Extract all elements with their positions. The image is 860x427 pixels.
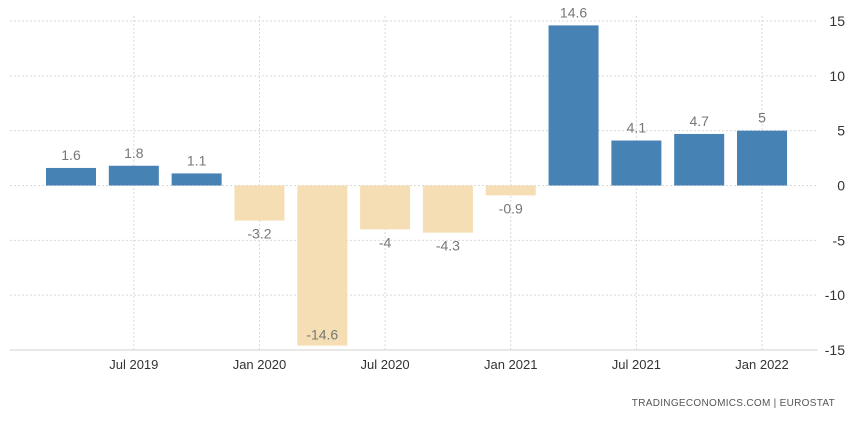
data-label: -4 bbox=[379, 234, 392, 250]
y-tick-label: 5 bbox=[837, 123, 845, 139]
data-label: 4.7 bbox=[689, 113, 709, 129]
bar bbox=[171, 173, 222, 186]
data-label: 5 bbox=[758, 110, 766, 126]
x-tick-label: Jan 2022 bbox=[735, 357, 789, 372]
data-labels: 1.6 1.8 1.1 -3.2 -14.6 -4 -4.3 -0.9 14.6 4.1 4.7 5 bbox=[61, 4, 766, 342]
y-axis-ticks: 15 10 5 0 -5 -10 -15 bbox=[825, 13, 845, 358]
bar bbox=[108, 165, 159, 186]
x-tick-label: Jul 2019 bbox=[109, 357, 158, 372]
bar bbox=[297, 185, 348, 346]
bar bbox=[548, 25, 599, 186]
x-tick-label: Jul 2020 bbox=[361, 357, 410, 372]
y-tick-label: 10 bbox=[829, 68, 845, 84]
y-tick-label: -15 bbox=[825, 342, 845, 358]
bar bbox=[611, 140, 662, 186]
bar bbox=[674, 133, 725, 186]
bars bbox=[46, 25, 788, 346]
x-tick-label: Jan 2021 bbox=[484, 357, 538, 372]
data-label: 4.1 bbox=[627, 120, 647, 136]
bar bbox=[485, 185, 536, 196]
y-tick-label: -5 bbox=[833, 232, 846, 248]
x-tick-label: Jul 2021 bbox=[612, 357, 661, 372]
data-label: 1.1 bbox=[187, 152, 207, 168]
x-tick-label: Jan 2020 bbox=[233, 357, 287, 372]
data-label: 14.6 bbox=[560, 4, 587, 20]
bar bbox=[46, 167, 96, 186]
data-label: -4.3 bbox=[436, 238, 460, 254]
data-label: -14.6 bbox=[306, 327, 338, 343]
y-tick-label: -10 bbox=[825, 287, 845, 303]
data-label: 1.8 bbox=[124, 145, 144, 161]
bar bbox=[360, 185, 411, 230]
bar bbox=[234, 185, 285, 221]
x-axis-ticks: Jul 2019 Jan 2020 Jul 2020 Jan 2021 Jul 2021… bbox=[109, 357, 789, 372]
y-tick-label: 0 bbox=[837, 178, 845, 194]
y-tick-label: 15 bbox=[829, 13, 845, 29]
source-attribution: TRADINGECONOMICS.COM | EUROSTAT bbox=[632, 398, 835, 409]
data-label: 1.6 bbox=[61, 147, 81, 163]
bar bbox=[737, 130, 788, 186]
bar bbox=[422, 185, 473, 233]
data-label: -3.2 bbox=[247, 226, 271, 242]
data-label: -0.9 bbox=[499, 200, 523, 216]
